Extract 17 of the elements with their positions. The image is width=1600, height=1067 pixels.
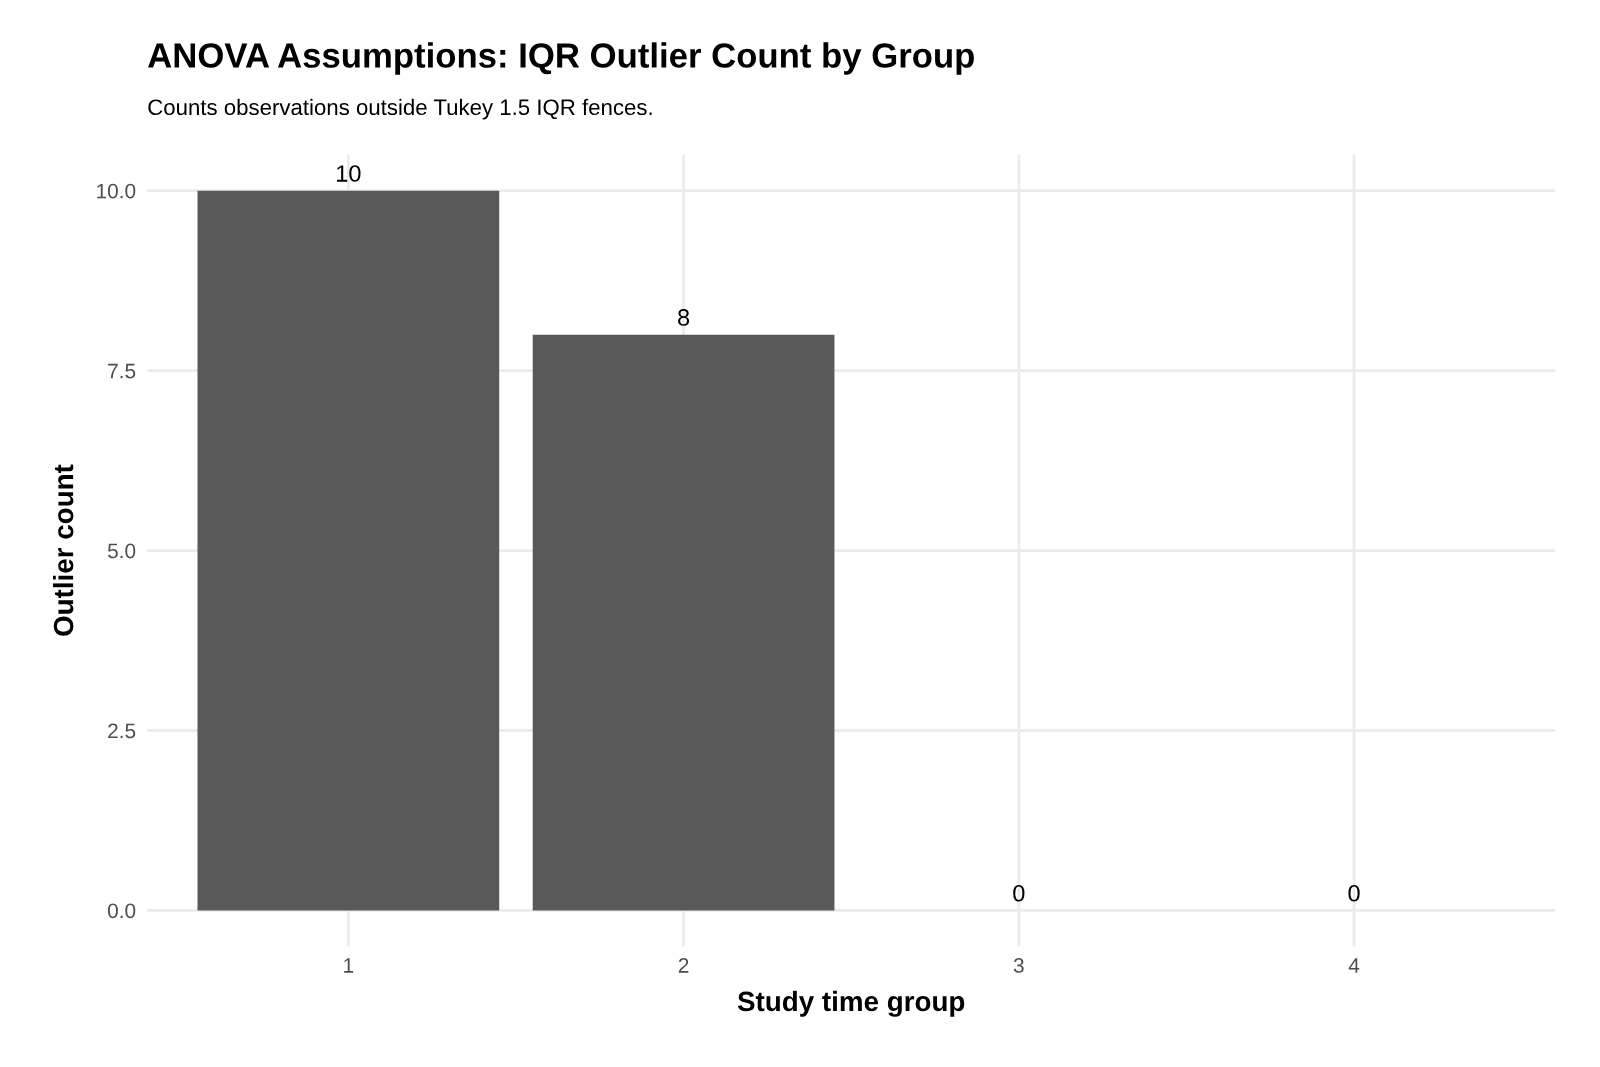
x-tick-label: 1 xyxy=(344,958,354,973)
y-tick-label: 5.0 xyxy=(107,543,136,559)
x-tick-label: 4 xyxy=(1348,958,1360,973)
data-label: 8 xyxy=(678,309,690,326)
y-tick-label: 10.0 xyxy=(97,183,136,199)
data-label: 0 xyxy=(1348,884,1360,902)
x-tick-label: 2 xyxy=(678,958,689,973)
x-tick-label: 3 xyxy=(1013,958,1024,973)
y-tick-label: 0.0 xyxy=(107,903,136,919)
data-label: 10 xyxy=(337,165,361,182)
chart-subtitle: Counts observations outside Tukey 1.5 IQR fences. xyxy=(148,98,652,120)
x-axis-title: Study time group xyxy=(737,990,965,1017)
y-tick-label: 7.5 xyxy=(108,363,136,379)
data-label: 0 xyxy=(1013,884,1025,902)
y-axis-title: Outlier count xyxy=(52,464,74,636)
chart-title: ANOVA Assumptions: IQR Outlier Count by Group xyxy=(148,42,974,75)
y-tick-label: 2.5 xyxy=(108,723,136,739)
